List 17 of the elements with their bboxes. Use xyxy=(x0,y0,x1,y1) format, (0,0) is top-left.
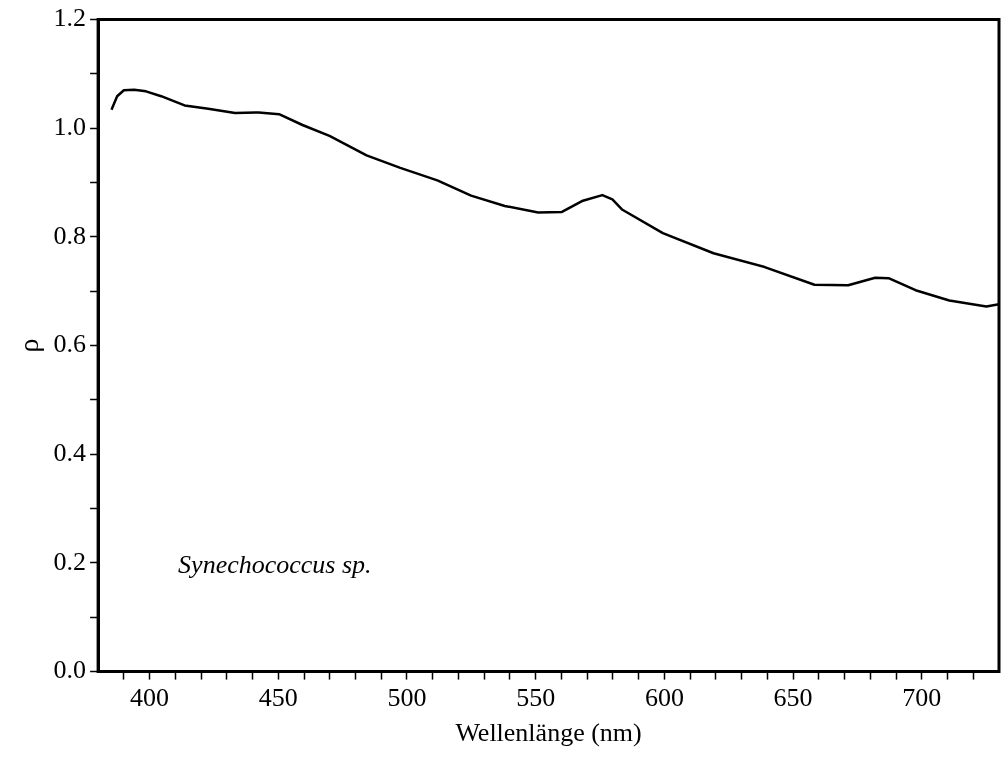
y-tick-label: 0.4 xyxy=(53,438,87,468)
x-tick-label: 650 xyxy=(773,683,813,713)
x-tick-label: 500 xyxy=(387,683,427,713)
x-axis-title: Wellenlänge (nm) xyxy=(455,718,642,748)
x-tick-label: 600 xyxy=(644,683,684,713)
y-tick-label: 0.2 xyxy=(53,546,87,576)
x-tick-label: 400 xyxy=(130,683,170,713)
y-tick-label: 0.6 xyxy=(53,329,87,359)
annotation: Synechococcus sp. xyxy=(178,550,372,580)
x-tick-label: 700 xyxy=(902,683,942,713)
y-tick-label: 1.2 xyxy=(53,3,87,33)
x-tick-label: 450 xyxy=(258,683,298,713)
x-tick-label: 550 xyxy=(516,683,556,713)
y-tick-label: 1.0 xyxy=(53,112,87,142)
y-tick-label: 0.8 xyxy=(53,220,87,250)
y-axis-title: ρ xyxy=(13,338,45,353)
y-tick-label: 0.0 xyxy=(53,655,87,685)
